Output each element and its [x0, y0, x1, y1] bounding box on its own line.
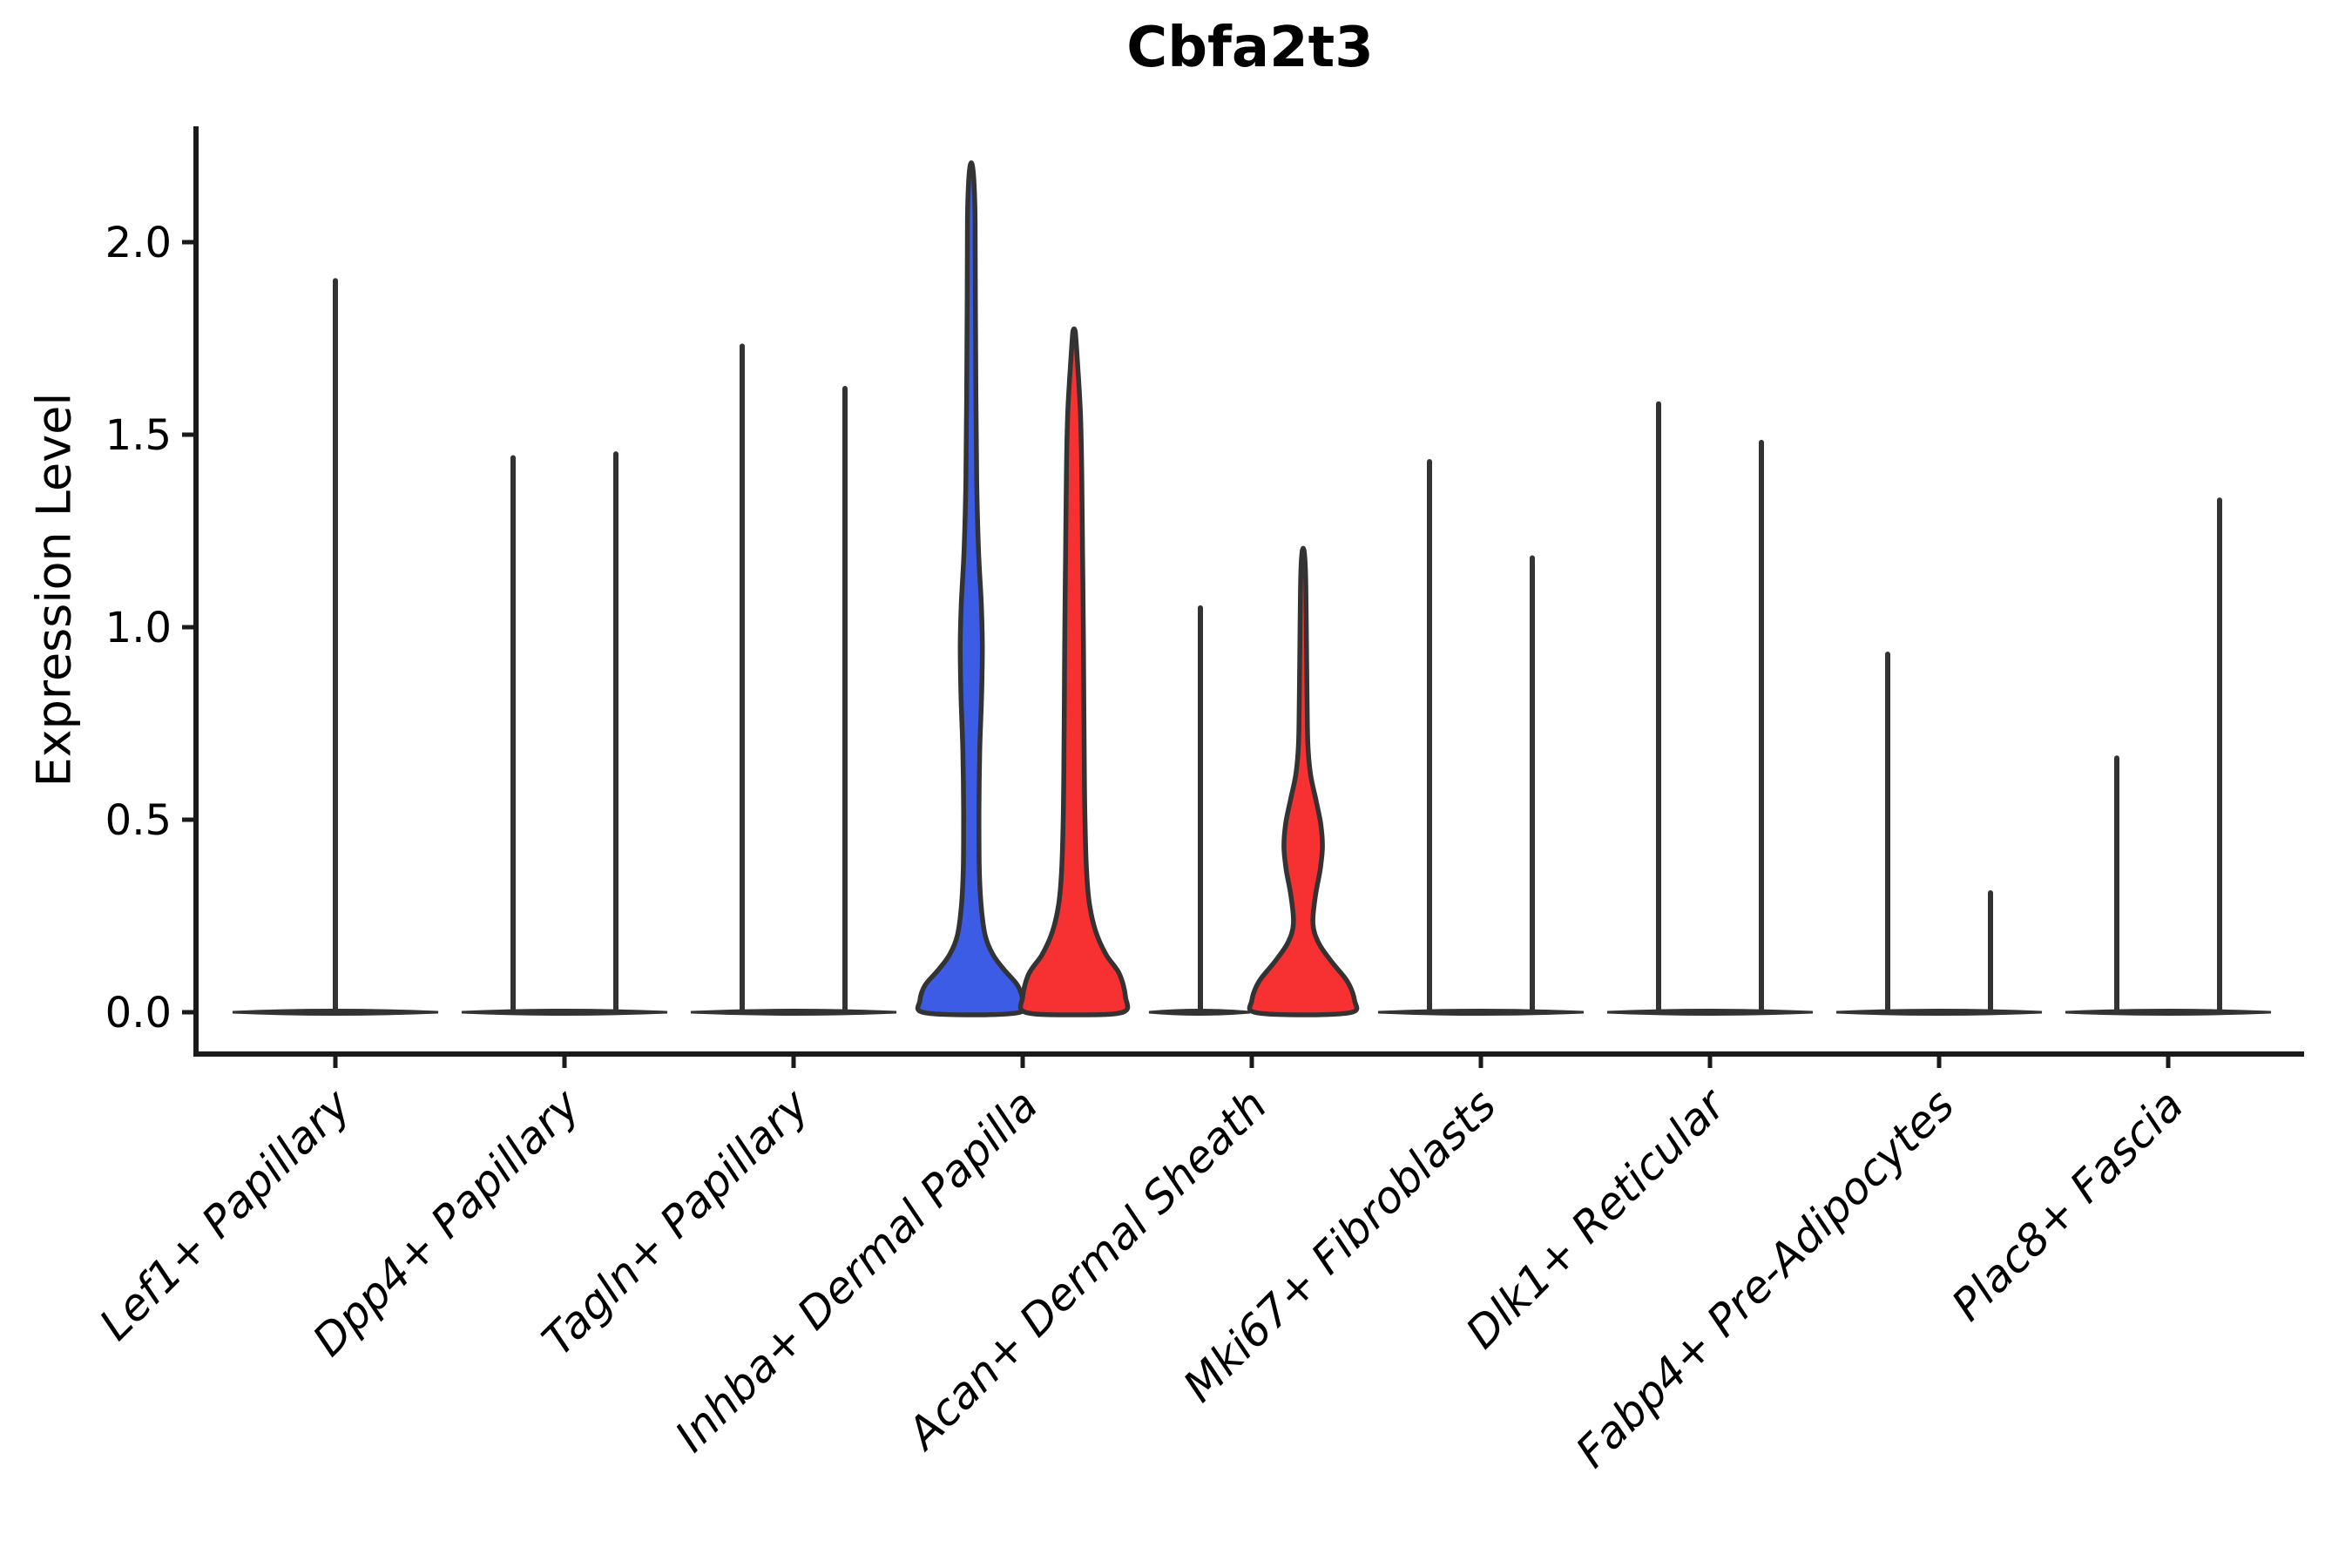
category-group-5	[1377, 458, 1585, 1016]
category-group-2	[690, 343, 897, 1016]
category-group-6	[1606, 401, 1814, 1016]
violin-baseline-5	[1377, 1009, 1585, 1016]
violin-baseline-2	[690, 1009, 897, 1016]
y-tick-label-2: 1.0	[105, 604, 172, 652]
category-group-3	[915, 160, 1131, 1017]
violin-3-right	[1017, 326, 1131, 1017]
category-group-1	[461, 451, 668, 1016]
x-category-label-0: Lef1+ Papillary	[90, 1078, 361, 1349]
violin-baseline-8	[2065, 1009, 2272, 1016]
category-group-4	[1148, 545, 1360, 1017]
category-group-7	[1835, 651, 2043, 1016]
chart-title: Cbfa2t3	[1126, 16, 1374, 80]
violin-baseline-6	[1606, 1009, 1814, 1016]
x-category-label-7: Fabp4+ Pre-Adipocytes	[1566, 1079, 1964, 1477]
y-tick-label-4: 2.0	[105, 219, 172, 267]
y-tick-label-3: 1.5	[105, 411, 172, 460]
violin-4-right	[1247, 545, 1360, 1017]
violin-3-left	[915, 160, 1028, 1017]
y-tick-label-1: 0.5	[105, 796, 172, 845]
violin-baseline-7	[1835, 1009, 2043, 1016]
x-category-label-8: Plac8+ Fascia	[1943, 1079, 2193, 1330]
x-category-label-3: Inhba+ Dermal Papilla	[666, 1079, 1047, 1461]
category-group-8	[2065, 497, 2272, 1016]
x-category-label-4: Acan+ Dermal Sheath	[896, 1079, 1277, 1460]
y-tick-label-0: 0.0	[105, 989, 172, 1037]
category-group-0	[232, 278, 439, 1016]
violin-baseline-1	[461, 1009, 668, 1016]
